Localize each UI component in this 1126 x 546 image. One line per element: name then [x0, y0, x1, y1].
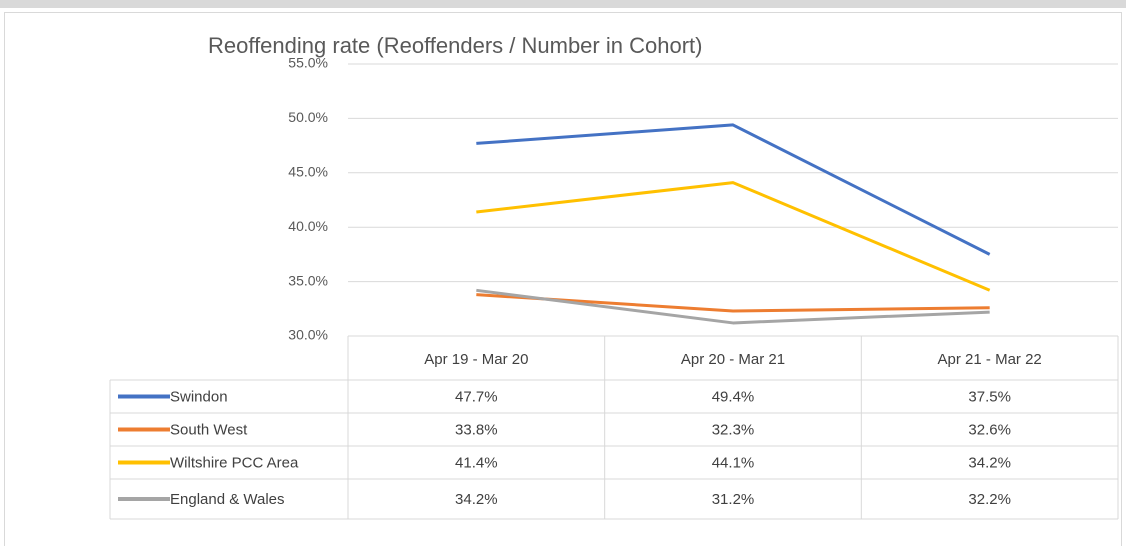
top-strip — [0, 0, 1126, 8]
table-value: 31.2% — [712, 491, 755, 508]
table-value: 44.1% — [712, 454, 755, 471]
series-line — [476, 288, 990, 325]
x-tick-label: Apr 21 - Mar 22 — [938, 351, 1042, 368]
table-value: 34.2% — [968, 454, 1011, 471]
y-tick-label: 55.0% — [288, 55, 328, 71]
y-tick-label: 35.0% — [288, 272, 328, 288]
series-line — [476, 181, 991, 292]
table-value: 32.3% — [712, 421, 755, 438]
legend-label: England & Wales — [170, 491, 285, 508]
y-tick-label: 50.0% — [288, 109, 328, 125]
x-tick-label: Apr 19 - Mar 20 — [424, 351, 528, 368]
x-tick-label: Apr 20 - Mar 21 — [681, 351, 785, 368]
table-value: 49.4% — [712, 388, 755, 405]
legend-label: Wiltshire PCC Area — [170, 454, 299, 471]
y-tick-label: 40.0% — [288, 218, 328, 234]
table-value: 33.8% — [455, 421, 498, 438]
table-value: 41.4% — [455, 454, 498, 471]
series-line — [476, 123, 991, 256]
table-value: 34.2% — [455, 491, 498, 508]
chart-frame — [4, 12, 1122, 546]
y-tick-label: 45.0% — [288, 164, 328, 180]
table-value: 47.7% — [455, 388, 498, 405]
legend-label: South West — [170, 421, 248, 438]
table-value: 32.6% — [968, 421, 1011, 438]
legend-label: Swindon — [170, 388, 228, 405]
y-tick-label: 30.0% — [288, 327, 328, 343]
table-value: 32.2% — [968, 491, 1011, 508]
table-value: 37.5% — [968, 388, 1011, 405]
chart-title: Reoffending rate (Reoffenders / Number i… — [208, 33, 702, 58]
